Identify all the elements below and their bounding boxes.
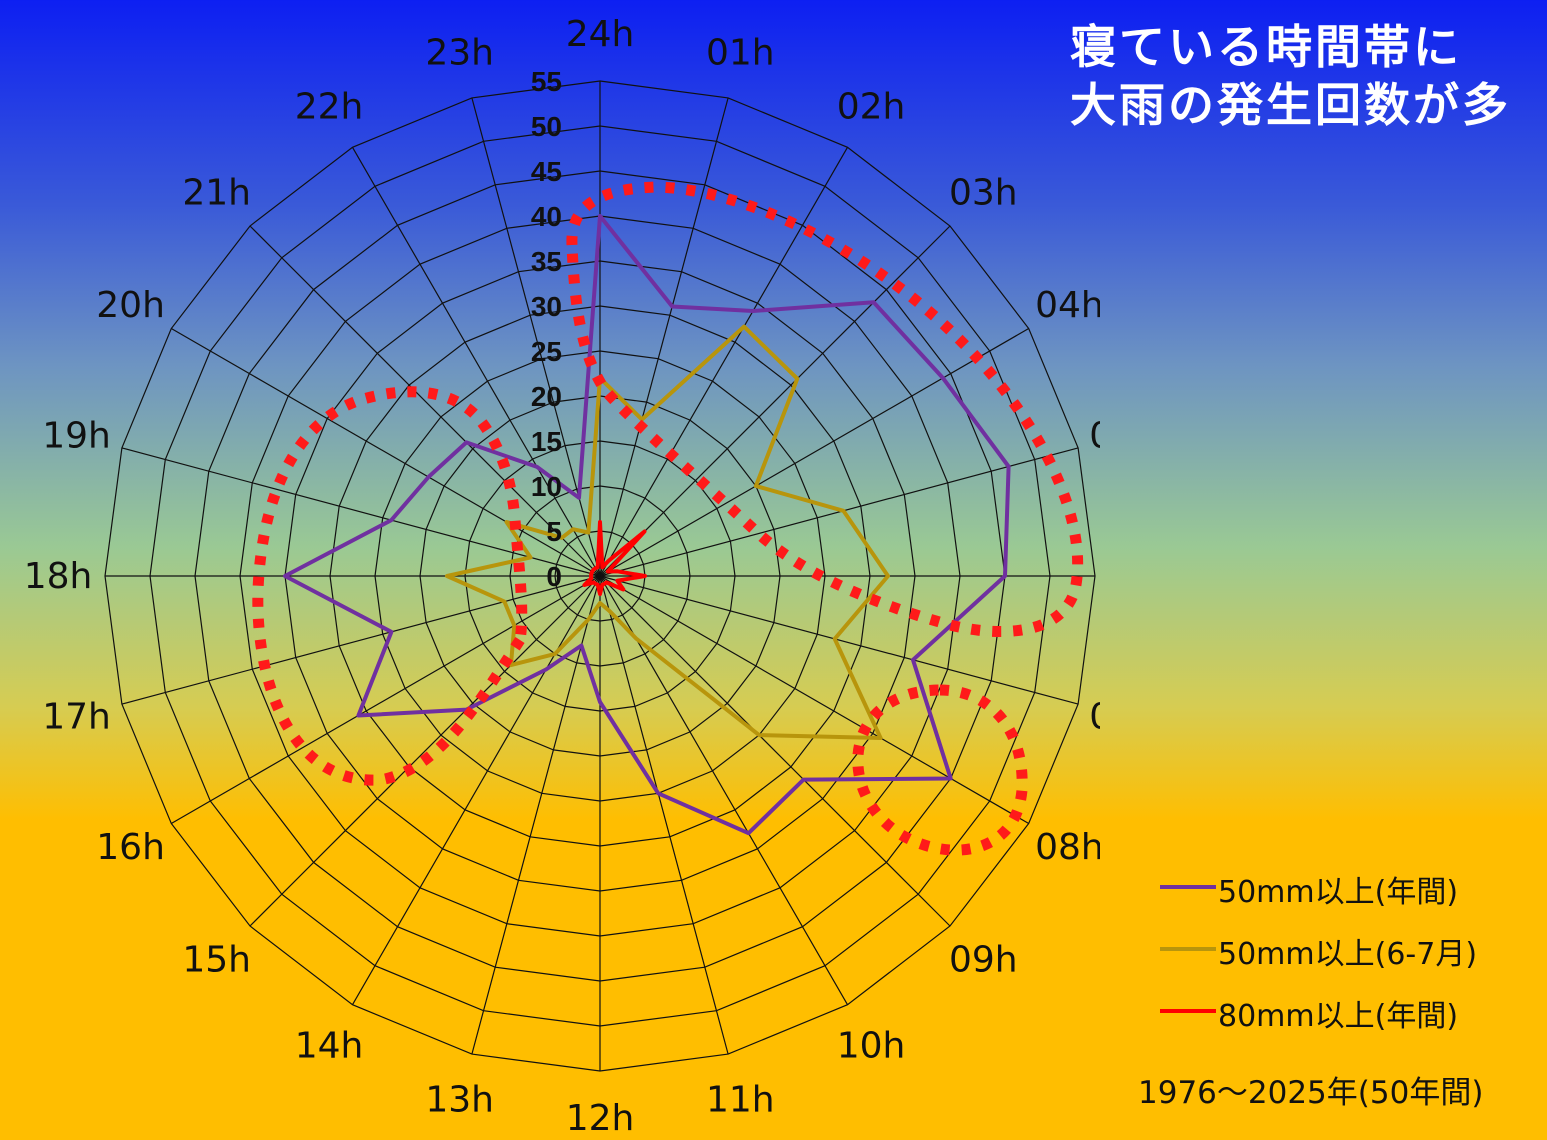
grid-spoke	[351, 147, 601, 577]
radial-tick-label: 0	[546, 561, 562, 592]
category-label: 05h	[1089, 416, 1100, 457]
series-line	[283, 214, 1011, 836]
legend-swatch	[1160, 1009, 1216, 1013]
grid-spoke	[249, 225, 601, 577]
category-label: 14h	[295, 1025, 364, 1066]
category-label: 08h	[1035, 827, 1100, 868]
hour-labels: 24h01h02h03h04h05h06h07h08h09h10h11h12h1…	[24, 14, 1100, 1139]
category-label: 18h	[24, 556, 93, 597]
category-label: 20h	[96, 285, 165, 326]
grid-spoke	[599, 225, 951, 577]
headline-line-1: 寝ている時間帯に	[1070, 20, 1462, 74]
data-series	[283, 214, 1011, 836]
grid-spoke	[121, 575, 601, 705]
category-label: 02h	[837, 87, 906, 128]
legend-label: 50mm以上(6-7月)	[1218, 937, 1478, 972]
category-label: 23h	[425, 33, 494, 74]
category-label: 09h	[949, 939, 1018, 980]
legend-swatch	[1160, 885, 1216, 889]
radial-tick-label: 25	[531, 336, 562, 367]
radial-tick-label: 20	[531, 381, 562, 412]
radial-tick-label: 45	[531, 156, 562, 187]
headline-line-2: 大雨の発生回数が多	[1070, 78, 1511, 132]
series-line	[582, 520, 647, 596]
category-label: 11h	[706, 1080, 775, 1121]
grid-spoke	[599, 575, 729, 1055]
grid-spoke	[171, 327, 601, 577]
legend-label: 50mm以上(年間)	[1218, 875, 1459, 910]
category-label: 01h	[706, 33, 775, 74]
category-label: 24h	[566, 14, 635, 55]
category-label: 13h	[425, 1080, 494, 1121]
category-label: 04h	[1035, 285, 1100, 326]
radial-tick-label: 55	[531, 66, 562, 97]
radial-tick-label: 15	[531, 426, 562, 457]
highlight-circle-morning	[852, 684, 1028, 856]
period-note: 1976～2025年(50年間)	[1138, 1075, 1484, 1111]
radial-tick-label: 40	[531, 201, 562, 232]
grid-spoke	[599, 575, 1029, 825]
category-label: 19h	[42, 416, 111, 457]
radar-chart: 24h01h02h03h04h05h06h07h08h09h10h11h12h1…	[24, 14, 1100, 1139]
grid-spoke	[249, 575, 601, 927]
radial-tick-label: 10	[531, 471, 562, 502]
grid-spoke	[171, 575, 601, 825]
grid-spoke	[599, 327, 1029, 577]
series-line	[445, 324, 890, 740]
radial-tick-labels: 0 5 10 15 20 25 30 35 40 45 50 55	[531, 66, 562, 592]
category-label: 12h	[566, 1098, 635, 1139]
legend-label: 80mm以上(年間)	[1218, 999, 1459, 1034]
radial-tick-label: 50	[531, 111, 562, 142]
category-label: 22h	[295, 87, 364, 128]
highlight-circles	[252, 181, 1084, 856]
category-label: 21h	[182, 173, 251, 214]
category-label: 03h	[949, 173, 1018, 214]
grid-spoke	[121, 447, 601, 577]
grid-spoke	[471, 575, 601, 1055]
category-label: 17h	[42, 696, 111, 737]
radar-grid	[104, 80, 1096, 1072]
headline: 寝ている時間帯に 大雨の発生回数が多	[1070, 18, 1511, 134]
grid-spoke	[599, 447, 1079, 577]
grid-spoke	[599, 575, 951, 927]
category-label: 07h	[1089, 696, 1100, 737]
grid-spoke	[599, 97, 729, 577]
highlight-circle-evening	[252, 386, 528, 786]
radial-tick-label: 5	[546, 516, 562, 547]
grid-spoke	[599, 575, 1079, 705]
category-label: 15h	[182, 939, 251, 980]
category-label: 16h	[96, 827, 165, 868]
legend-swatch	[1160, 947, 1216, 951]
highlight-circle-night	[566, 181, 1084, 637]
radial-tick-label: 35	[531, 246, 562, 277]
radial-tick-label: 30	[531, 291, 562, 322]
grid-spoke	[599, 147, 849, 577]
grid-spoke	[599, 575, 849, 1006]
category-label: 10h	[837, 1025, 906, 1066]
